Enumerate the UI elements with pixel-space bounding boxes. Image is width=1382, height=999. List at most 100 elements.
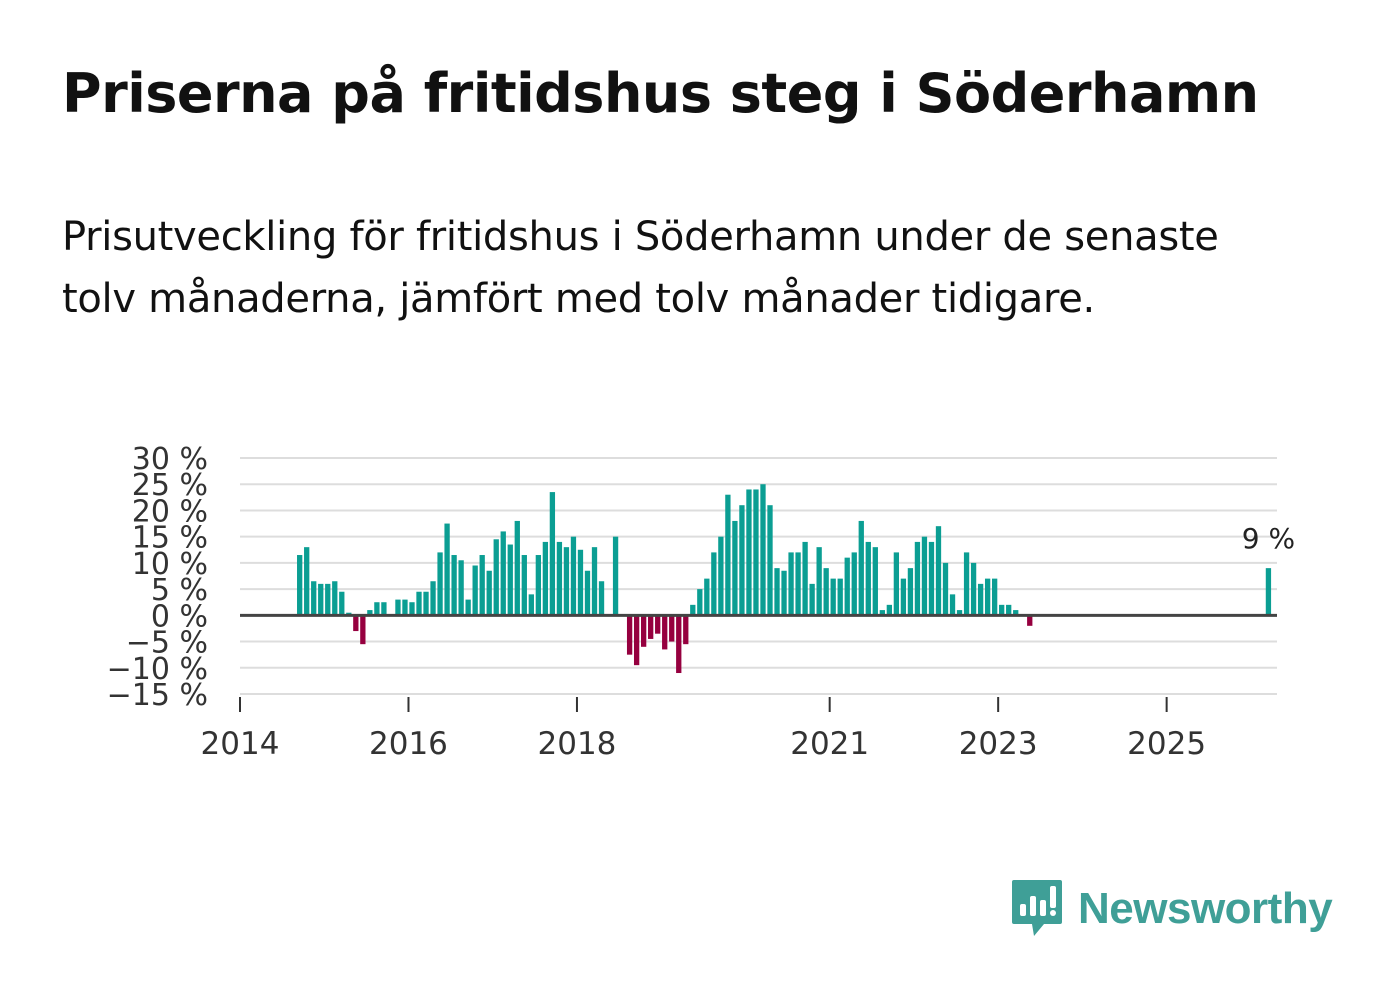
bar-positive [395,599,401,616]
y-tick-label: −5 % [126,626,208,661]
bar-positive [332,581,338,616]
bar-positive [753,489,759,616]
bar-negative [669,615,675,642]
bar-positive [886,604,892,616]
bar-positive [507,544,513,616]
bar-positive [907,568,914,616]
bar-positive [711,552,717,616]
data-labels: 9 % [1242,522,1295,555]
bar-positive [514,520,520,616]
bar-negative [676,615,682,674]
bar-positive [430,581,436,616]
y-axis-ticks: 30 %25 %20 %15 %10 %5 %0 %−5 %−10 %−15 % [107,442,208,713]
x-axis: 2014 2016 2018 2021 2023 2025 [201,697,1206,762]
bar-negative [633,615,640,666]
bar-positive [577,549,584,616]
bar-positive [992,578,998,616]
bar-negative [353,615,359,632]
bar-positive [311,581,317,616]
bar-positive [697,589,703,616]
bar-positive [781,570,787,616]
bar-positive [746,489,752,616]
bar-positive [584,570,591,616]
bar-positive [690,604,696,616]
bar-positive [837,578,843,616]
y-tick-label: 25 % [132,468,208,503]
bar-positive [914,541,921,616]
y-tick-label: 15 % [132,521,208,556]
bar-negative [360,615,366,645]
y-tick-label: −15 % [107,678,208,713]
bar-positive [451,555,457,616]
chart-subtitle: Prisutveckling för fritidshus i Söderham… [62,214,1219,322]
bar-positive [900,578,907,616]
bar-positive [956,610,963,616]
bar-positive [437,552,443,616]
x-tick-label: 2021 [790,726,869,762]
bar-positive [339,591,345,616]
bar-positive [718,536,724,616]
bar-positive [872,547,878,616]
bar-negative [641,615,647,647]
bar-positive [486,570,492,616]
bar-positive [570,536,577,616]
bar-positive [928,541,935,616]
bar-positive [612,536,619,616]
bar-negative [648,615,654,639]
bar-positive [591,547,598,616]
bar-positive [367,610,373,616]
bar-positive [767,505,773,616]
bars [297,484,1272,674]
bar-positive [732,520,738,616]
bar-positive [816,547,822,616]
bar-positive [963,552,970,616]
bar-positive [465,599,471,616]
bar-positive [942,562,949,616]
bar-positive [1006,604,1012,616]
brand-name: Newsworthy [1078,884,1333,933]
x-tick-label: 2014 [201,726,280,762]
bar-positive [479,555,485,616]
bar-positive [809,583,815,616]
bar-positive [823,568,829,616]
bar-positive [865,541,871,616]
bar-negative [683,615,689,645]
bar-positive [977,583,984,616]
bar-negative [1027,615,1033,626]
bar-positive [774,568,780,616]
bar-positive [318,583,324,616]
bar-positive [297,555,303,616]
bar-positive [500,531,506,616]
bar-positive [970,562,977,616]
last-value-label: 9 % [1242,522,1295,555]
y-tick-label: −10 % [107,652,208,687]
chart-title: Priserna på fritidshus steg i Söderhamn [62,62,1259,125]
bar-positive [949,594,956,616]
bar-positive [528,594,534,616]
x-tick-label: 2025 [1127,726,1206,762]
bar-positive [381,602,387,616]
newsworthy-logo: Newsworthy [1010,878,1333,940]
bar-positive [402,599,408,616]
bar-positive [1265,568,1272,616]
newsworthy-logo-icon [1012,880,1062,936]
bar-positive [858,520,864,616]
bar-negative [662,615,668,650]
bar-positive [788,552,794,616]
x-tick-label: 2016 [369,726,448,762]
bar-positive [535,555,541,616]
bar-negative [655,615,661,634]
bar-positive [493,539,499,616]
bar-positive [374,602,380,616]
bar-positive [830,578,836,616]
bar-positive [893,552,900,616]
y-tick-label: 10 % [132,547,208,582]
bar-positive [409,602,415,616]
y-tick-label: 20 % [132,494,208,529]
bar-positive [725,494,731,616]
bar-positive [739,505,745,616]
bar-positive [598,581,605,616]
bar-positive [423,591,429,616]
bar-positive [472,565,478,616]
bar-positive [802,541,808,616]
